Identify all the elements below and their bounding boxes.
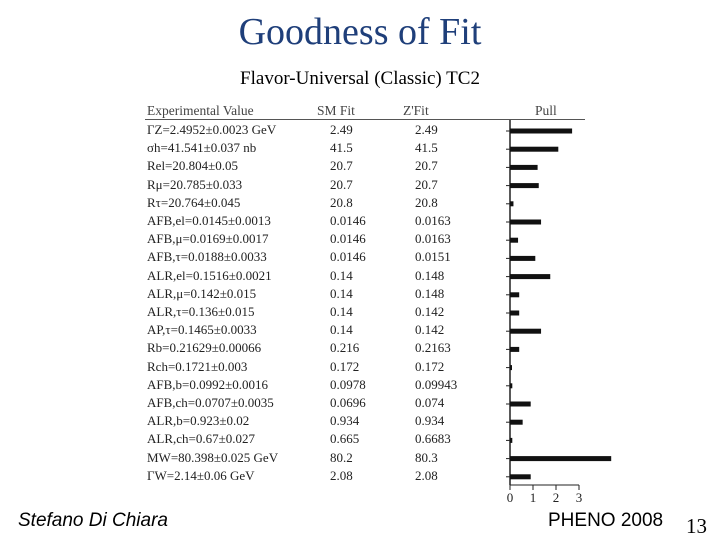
zprime-fit-value: 0.6683 (415, 431, 451, 447)
pull-bar (510, 328, 542, 334)
zprime-fit-value: 2.08 (415, 467, 438, 483)
sm-fit-value: 2.08 (330, 467, 353, 483)
experimental-value: σh=41.541±0.037 nb (147, 140, 257, 156)
pull-bar (510, 183, 539, 189)
pull-bar (510, 128, 573, 134)
sm-fit-value: 0.0978 (330, 376, 366, 392)
zprime-fit-value: 0.148 (415, 285, 445, 301)
slide-title: Goodness of Fit (238, 11, 482, 53)
pull-bar (510, 474, 531, 480)
zprime-fit-value: 80.3 (415, 449, 438, 465)
sm-fit-value: 0.14 (330, 322, 353, 338)
sm-fit-value: 0.14 (330, 304, 353, 319)
pull-bar (510, 456, 612, 462)
event-name: PHENO 2008 (548, 510, 664, 531)
experimental-value: Rel=20.804±0.05 (147, 158, 239, 174)
pull-bar (510, 419, 523, 425)
experimental-value: ALR,τ=0.136±0.015 (147, 304, 255, 319)
sm-fit-value: 0.665 (330, 431, 360, 447)
sm-fit-value: 20.7 (330, 176, 353, 192)
experimental-value: AFB,τ=0.0188±0.0033 (147, 249, 267, 265)
x-tick-label: 2 (553, 490, 560, 505)
pull-bar (510, 201, 514, 207)
page-number: 13 (686, 514, 707, 538)
zprime-fit-value: 0.148 (415, 267, 445, 283)
experimental-value: ALR,ch=0.67±0.027 (147, 431, 255, 447)
experimental-value: Rτ=20.764±0.045 (147, 194, 241, 210)
sm-fit-value: 20.8 (330, 194, 353, 210)
sm-fit-value: 20.7 (330, 158, 353, 174)
sm-fit-value: 0.0146 (330, 231, 366, 247)
zprime-fit-value: 0.142 (415, 322, 445, 338)
zprime-fit-value: 0.074 (415, 395, 445, 410)
zprime-fit-value: 0.0163 (415, 213, 451, 228)
experimental-value: MW=80.398±0.025 GeV (147, 449, 279, 465)
experimental-value: ΓW=2.14±0.06 GeV (147, 467, 255, 483)
sm-fit-value: 0.0146 (330, 213, 366, 228)
zprime-fit-value: 41.5 (415, 140, 438, 156)
zprime-fit-value: 0.172 (415, 358, 445, 374)
sm-fit-value: 0.0696 (330, 395, 366, 410)
sm-fit-value: 0.172 (330, 358, 360, 374)
pull-chart: 0 1 2 3 (506, 120, 612, 505)
zprime-fit-value: 20.7 (415, 176, 438, 192)
zprime-fit-value: 2.49 (415, 122, 438, 137)
sm-fit-value: 2.49 (330, 122, 353, 137)
experimental-value: AFB,el=0.0145±0.0013 (147, 213, 271, 228)
pull-bar (510, 219, 542, 225)
header-rule (145, 119, 585, 120)
pull-bar (510, 274, 551, 280)
sm-fit-value: 0.216 (330, 340, 360, 356)
pull-bar (510, 164, 538, 170)
sm-fit-value: 80.2 (330, 449, 353, 465)
experimental-value: ALR,el=0.1516±0.0021 (147, 267, 272, 283)
zprime-fit-value: 20.8 (415, 194, 438, 210)
pull-bar (510, 237, 519, 243)
experimental-value: AFB,b=0.0992±0.0016 (147, 376, 269, 392)
header-sm-fit: SM Fit (317, 103, 355, 118)
experimental-value: ALR,μ=0.142±0.015 (147, 285, 257, 301)
zprime-fit-value: 0.09943 (415, 376, 458, 392)
zprime-fit-value: 0.0163 (415, 231, 451, 247)
zprime-fit-value: 0.934 (415, 413, 445, 429)
header-zprime-fit: Z'Fit (403, 103, 429, 118)
pull-bar (510, 346, 520, 352)
experimental-value: AP,τ=0.1465±0.0033 (147, 322, 257, 338)
experimental-value: ΓZ=2.4952±0.0023 GeV (147, 122, 277, 137)
fit-table: Experimental Value SM Fit Z'Fit Pull ΓZ=… (145, 100, 585, 500)
x-tick-label: 3 (576, 490, 583, 505)
pull-bar (510, 437, 513, 443)
sm-fit-value: 41.5 (330, 140, 353, 156)
pull-bar (510, 365, 512, 371)
experimental-value: AFB,ch=0.0707±0.0035 (147, 395, 274, 410)
sm-fit-value: 0.934 (330, 413, 360, 429)
pull-bar (510, 292, 520, 298)
x-tick-label: 0 (507, 490, 514, 505)
sm-fit-value: 0.0146 (330, 249, 366, 265)
zprime-fit-value: 20.7 (415, 158, 438, 174)
zprime-fit-value: 0.0151 (415, 249, 451, 265)
author-name: Stefano Di Chiara (18, 510, 168, 531)
zprime-fit-value: 0.142 (415, 304, 445, 319)
experimental-value: Rb=0.21629±0.00066 (147, 340, 262, 356)
pull-bar (510, 401, 531, 407)
pull-bar (510, 383, 513, 389)
pull-bar (510, 310, 520, 316)
slide-subtitle: Flavor-Universal (Classic) TC2 (240, 68, 480, 89)
header-pull: Pull (535, 103, 557, 118)
zprime-fit-value: 0.2163 (415, 340, 451, 356)
pull-bar (510, 255, 536, 261)
experimental-value: AFB,μ=0.0169±0.0017 (147, 231, 269, 247)
experimental-value: Rμ=20.785±0.033 (147, 176, 243, 192)
sm-fit-value: 0.14 (330, 267, 353, 283)
pull-bar (510, 146, 559, 152)
x-tick-label: 1 (530, 490, 537, 505)
header-experimental: Experimental Value (147, 103, 254, 118)
sm-fit-value: 0.14 (330, 285, 353, 301)
experimental-value: ALR,b=0.923±0.02 (147, 413, 250, 429)
experimental-value: Rch=0.1721±0.003 (147, 358, 248, 374)
